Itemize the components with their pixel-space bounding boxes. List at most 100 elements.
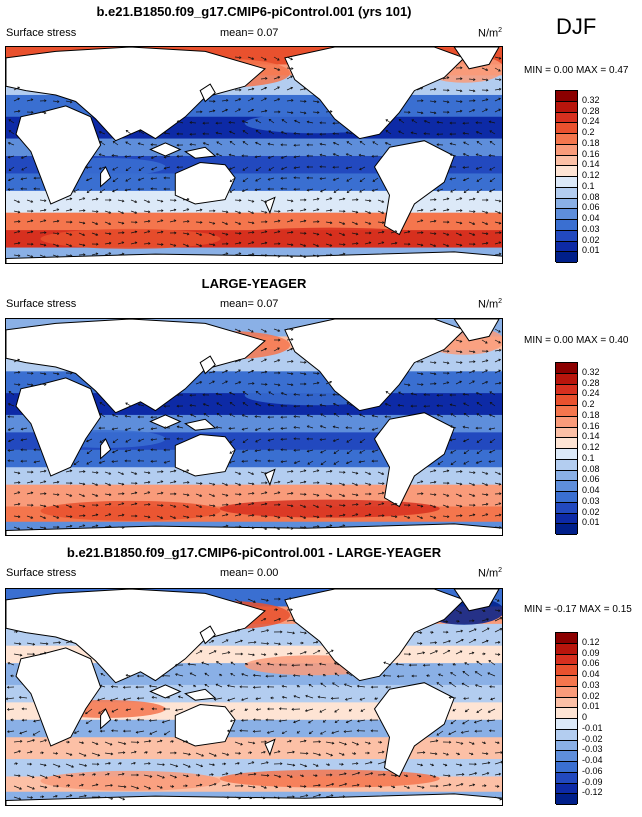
wind-vector-head — [345, 166, 349, 170]
wind-vector-head — [228, 167, 232, 171]
wind-vector-head — [476, 413, 479, 416]
wind-vector-head — [293, 461, 297, 464]
wind-vector — [91, 514, 98, 517]
wind-vector-head — [19, 653, 23, 657]
wind-vector — [65, 100, 72, 103]
wind-vector-head — [306, 132, 309, 136]
ocean-band — [6, 212, 502, 231]
wind-vector-head — [96, 210, 99, 214]
wind-vector-head — [98, 131, 102, 134]
wind-vector — [273, 750, 280, 754]
landmass — [284, 589, 466, 682]
wind-vector-head — [385, 130, 389, 133]
wind-vector-head — [7, 661, 11, 665]
panel-2-variable: Surface stress — [6, 298, 77, 310]
wind-vector — [216, 132, 223, 135]
wind-vector — [351, 503, 359, 506]
wind-vector — [234, 741, 243, 746]
wind-vector — [282, 696, 288, 699]
wind-vector — [65, 640, 73, 644]
ocean-band — [6, 719, 502, 738]
wind-vector-head — [447, 349, 450, 353]
wind-vector — [190, 413, 197, 418]
wind-vector — [463, 177, 470, 181]
wind-vector-head — [304, 663, 308, 667]
wind-vector-head — [307, 462, 310, 465]
wind-vector — [169, 481, 176, 484]
wind-vector-head — [212, 380, 215, 384]
wind-vector-head — [499, 231, 502, 235]
wind-vector — [411, 393, 418, 396]
wind-vector — [255, 697, 262, 700]
wind-vector-head — [8, 130, 12, 133]
wind-vector-head — [356, 729, 360, 733]
wind-vector-head — [292, 763, 296, 767]
wind-vector-head — [83, 209, 86, 212]
wind-vector — [325, 470, 332, 473]
wind-vector — [481, 232, 488, 235]
wind-vector-head — [252, 730, 256, 733]
wind-vector-head — [294, 119, 297, 123]
wind-vector-head — [230, 709, 233, 713]
wind-vector — [455, 371, 462, 374]
wind-vector-head — [137, 178, 141, 181]
wind-vector-head — [423, 393, 426, 397]
wind-vector — [299, 752, 308, 754]
wind-vector-head — [149, 775, 153, 778]
wind-vector-head — [489, 179, 493, 182]
wind-vector — [273, 526, 280, 530]
wind-vector-head — [485, 222, 489, 226]
wind-vector-head — [330, 514, 333, 518]
wind-vector — [234, 232, 242, 234]
wind-vector-head — [44, 785, 48, 789]
wind-vector — [13, 471, 20, 474]
wind-vector-head — [241, 154, 244, 158]
wind-vector — [450, 672, 457, 677]
wind-vector-head — [230, 673, 233, 676]
wind-vector-head — [355, 210, 359, 214]
wind-vector-head — [225, 483, 229, 487]
wind-vector-head — [304, 631, 307, 635]
wind-vector-head — [270, 696, 273, 700]
wind-vector — [333, 438, 340, 442]
wind-vector-head — [407, 383, 411, 387]
wind-vector — [26, 481, 33, 484]
wind-vector — [333, 153, 340, 157]
wind-vector — [234, 772, 243, 776]
wind-vector-head — [277, 68, 281, 71]
wind-vector-head — [252, 673, 256, 677]
wind-vector-head — [31, 209, 34, 213]
wind-vector — [465, 708, 470, 712]
wind-vector — [73, 460, 80, 465]
wind-vector — [234, 369, 241, 374]
wind-vector — [429, 469, 436, 473]
wind-vector — [455, 89, 462, 92]
wind-vector-head — [69, 469, 73, 473]
wind-vector-head — [383, 661, 386, 665]
wind-vector — [338, 243, 346, 246]
wind-vector-head — [251, 513, 255, 517]
wind-vector-head — [292, 750, 295, 754]
wind-vector-head — [254, 415, 257, 418]
wind-vector-head — [357, 783, 360, 787]
wind-vector-head — [176, 165, 179, 169]
wind-vector — [489, 166, 496, 171]
wind-vector-head — [30, 255, 34, 258]
wind-vector-head — [280, 630, 283, 634]
wind-vector-head — [33, 176, 36, 180]
wind-vector — [39, 470, 46, 473]
wind-vector — [383, 661, 392, 666]
wind-vector-head — [452, 708, 456, 712]
wind-vector-head — [193, 684, 196, 688]
wind-vector-head — [125, 673, 129, 677]
wind-vector — [286, 328, 294, 331]
wind-vector-head — [151, 167, 154, 171]
wind-vector-head — [485, 241, 489, 245]
wind-vector — [21, 427, 28, 430]
wind-vector — [204, 684, 210, 688]
wind-vector — [13, 740, 22, 743]
wind-vector-head — [69, 254, 73, 258]
wind-vector — [100, 685, 106, 688]
wind-vector — [260, 642, 269, 645]
wind-vector — [442, 209, 449, 212]
